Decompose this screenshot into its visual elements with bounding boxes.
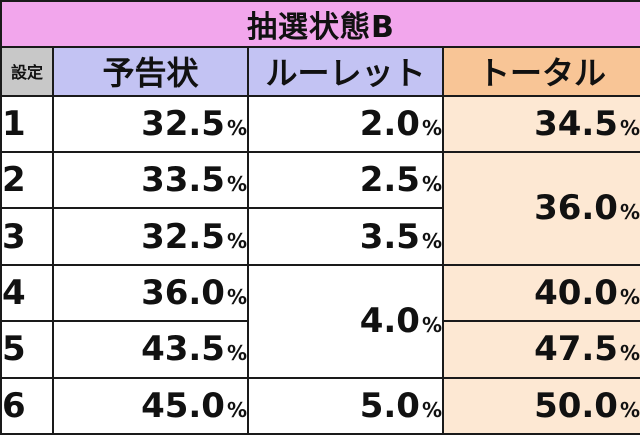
setting-cell: 2 — [0, 151, 54, 210]
title-row: 抽選状態B — [0, 0, 640, 49]
percent-sign: % — [226, 285, 247, 309]
table-row: 2 33.5% 2.5% 36.0% — [0, 151, 640, 266]
percent-sign: % — [619, 285, 640, 309]
roulette-cell: 2.0% — [247, 94, 444, 154]
percent-sign: % — [421, 397, 442, 422]
roulette-value: 3.5 — [359, 216, 420, 257]
total-cell: 34.5% — [442, 94, 640, 154]
yokoku-value: 32.5 — [141, 103, 225, 144]
roulette-cell: 2.5% — [247, 151, 444, 210]
percent-sign: % — [421, 115, 442, 140]
roulette-cell: 3.5% — [247, 207, 444, 266]
table-row: 4 36.0% 4.0% 40.0% — [0, 263, 640, 379]
yokoku-value: 36.0 — [141, 273, 225, 313]
total-value: 50.0 — [534, 385, 618, 426]
table-row: 1 32.5% 2.0% 34.5% — [0, 94, 640, 154]
yokoku-cell: 33.5% — [52, 151, 249, 210]
percent-sign: % — [619, 341, 640, 366]
yokoku-cell: 32.5% — [52, 207, 249, 266]
roulette-value: 2.0 — [359, 103, 420, 144]
table-row: 3 32.5% 3.5% — [0, 207, 640, 266]
setting-cell: 4 — [0, 263, 54, 323]
setting-cell: 6 — [0, 376, 54, 435]
percent-sign: % — [226, 115, 247, 140]
yokoku-value: 45.0 — [141, 385, 225, 426]
yokoku-cell: 43.5% — [52, 320, 249, 379]
yokoku-value: 43.5 — [141, 329, 225, 370]
percent-sign: % — [421, 172, 442, 197]
percent-sign: % — [226, 172, 247, 197]
roulette-cell: 4.0% — [247, 263, 444, 379]
percent-sign: % — [226, 341, 247, 366]
roulette-cell: 5.0% — [247, 376, 444, 435]
roulette-header: ルーレット — [247, 46, 444, 97]
yokoku-cell: 45.0% — [52, 376, 249, 435]
roulette-value: 5.0 — [359, 385, 420, 426]
roulette-value: 4.0 — [359, 301, 420, 342]
total-value: 34.5 — [534, 103, 618, 144]
total-header: トータル — [442, 46, 640, 97]
total-cell: 36.0% — [442, 151, 640, 266]
yokoku-cell: 36.0% — [52, 263, 249, 323]
table-row: 5 43.5% 47.5% — [0, 320, 640, 379]
setting-cell: 3 — [0, 207, 54, 266]
percent-sign: % — [226, 397, 247, 422]
yokoku-cell: 32.5% — [52, 94, 249, 154]
yokoku-value: 33.5 — [141, 160, 225, 201]
setting-header: 設定 — [0, 46, 54, 97]
total-value: 47.5 — [534, 329, 618, 370]
total-value: 36.0 — [534, 188, 618, 229]
table-row: 6 45.0% 5.0% 50.0% — [0, 376, 640, 435]
yokoku-header: 予告状 — [52, 46, 249, 97]
yokoku-value: 32.5 — [141, 216, 225, 257]
total-value: 40.0 — [534, 273, 618, 313]
percent-sign: % — [619, 200, 640, 225]
percent-sign: % — [421, 228, 442, 253]
table-title: 抽選状態B — [0, 0, 640, 49]
percent-sign: % — [619, 115, 640, 140]
total-cell: 40.0% — [442, 263, 640, 323]
setting-cell: 5 — [0, 320, 54, 379]
percent-sign: % — [226, 228, 247, 253]
header-row: 設定 予告状 ルーレット トータル — [0, 46, 640, 97]
setting-cell: 1 — [0, 94, 54, 154]
total-cell: 47.5% — [442, 320, 640, 379]
percent-sign: % — [619, 397, 640, 422]
total-cell: 50.0% — [442, 376, 640, 435]
percent-sign: % — [421, 313, 442, 338]
roulette-value: 2.5 — [359, 160, 420, 201]
